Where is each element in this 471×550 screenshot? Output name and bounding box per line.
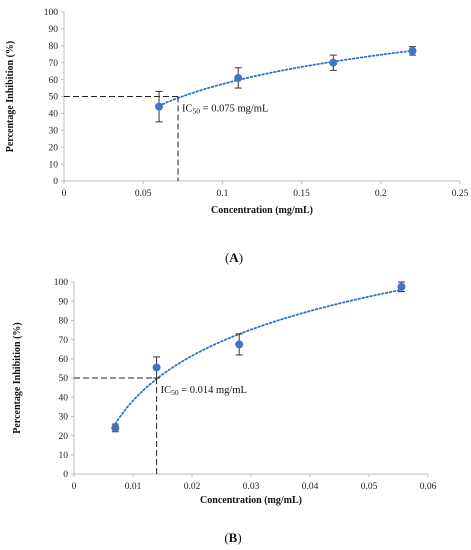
chart-a-data-point xyxy=(234,73,243,82)
chart-b-x-tick-label: 0.06 xyxy=(420,482,437,492)
chart-b-x-axis-title: Concentration (mg/mL) xyxy=(200,495,302,506)
chart-b-y-tick-label: 100 xyxy=(54,278,69,288)
chart-b-ic50-annotation: IC50 = 0.014 mg/mL xyxy=(161,385,247,397)
chart-a-y-tick-label: 10 xyxy=(49,160,59,170)
chart-a-panel-label: (A) xyxy=(225,250,243,265)
chart-b-x-tick-label: 0 xyxy=(72,482,77,492)
chart-a-x-axis-title: Concentration (mg/mL) xyxy=(211,205,313,216)
chart-a-y-tick-label: 80 xyxy=(49,42,59,52)
chart-b-y-tick-label: 10 xyxy=(59,451,69,461)
chart-a-data-point xyxy=(408,46,417,55)
chart-b-y-tick-label: 40 xyxy=(59,393,69,403)
chart-a-y-tick-label: 40 xyxy=(49,110,59,120)
chart-b-data-point xyxy=(152,363,161,372)
chart-b-x-tick-label: 0.03 xyxy=(243,482,260,492)
chart-a-y-tick-label: 0 xyxy=(53,177,58,187)
chart-b-x-tick-label: 0.05 xyxy=(361,482,378,492)
chart-b-y-tick-label: 90 xyxy=(59,297,69,307)
chart-b-data-point xyxy=(111,423,120,432)
chart-a-y-tick-label: 30 xyxy=(49,127,59,137)
chart-a-x-tick-label: 0.1 xyxy=(216,189,228,199)
chart-a-y-tick-label: 20 xyxy=(49,143,59,153)
chart-a-data-point xyxy=(155,102,164,111)
chart-b-y-tick-label: 60 xyxy=(59,355,69,365)
chart-b-y-tick-label: 50 xyxy=(59,374,69,384)
chart-a-x-tick-label: 0 xyxy=(62,189,67,199)
chart-a-data-point xyxy=(329,58,338,67)
chart-a-trendline xyxy=(158,49,414,107)
chart-a-y-tick-label: 70 xyxy=(49,59,59,69)
chart-a-x-tick-label: 0.2 xyxy=(375,189,387,199)
chart-a-y-tick-label: 90 xyxy=(49,25,59,35)
chart-a-y-tick-label: 50 xyxy=(49,93,59,103)
chart-a-y-tick-label: 100 xyxy=(44,8,59,18)
chart-a-y-axis-title: Percentage Inhibition (%) xyxy=(5,41,16,152)
chart-b-data-point xyxy=(235,340,244,349)
chart-b-y-tick-label: 20 xyxy=(59,432,69,442)
chart-a-x-tick-label: 0.15 xyxy=(293,189,310,199)
chart-b-data-point xyxy=(397,282,406,291)
chart-b-x-tick-label: 0.01 xyxy=(125,482,142,492)
chart-a-x-tick-label: 0.05 xyxy=(135,189,152,199)
chart-b-y-tick-label: 70 xyxy=(59,336,69,346)
chart-b-y-tick-label: 80 xyxy=(59,317,69,327)
chart-b-y-tick-label: 0 xyxy=(63,470,68,480)
chart-b-trendline xyxy=(114,288,403,425)
chart-b-y-axis-title: Percentage Inhibition (%) xyxy=(12,322,23,433)
chart-a-y-tick-label: 60 xyxy=(49,76,59,86)
chart-b-x-tick-label: 0.02 xyxy=(184,482,201,492)
chart-b-panel-label: (B) xyxy=(224,530,241,545)
chart-a-ic50-annotation: IC50 = 0.075 mg/mL xyxy=(182,104,268,116)
chart-b-y-tick-label: 30 xyxy=(59,413,69,423)
chart-b-x-tick-label: 0.04 xyxy=(302,482,319,492)
chart-a-x-tick-label: 0.25 xyxy=(452,189,469,199)
